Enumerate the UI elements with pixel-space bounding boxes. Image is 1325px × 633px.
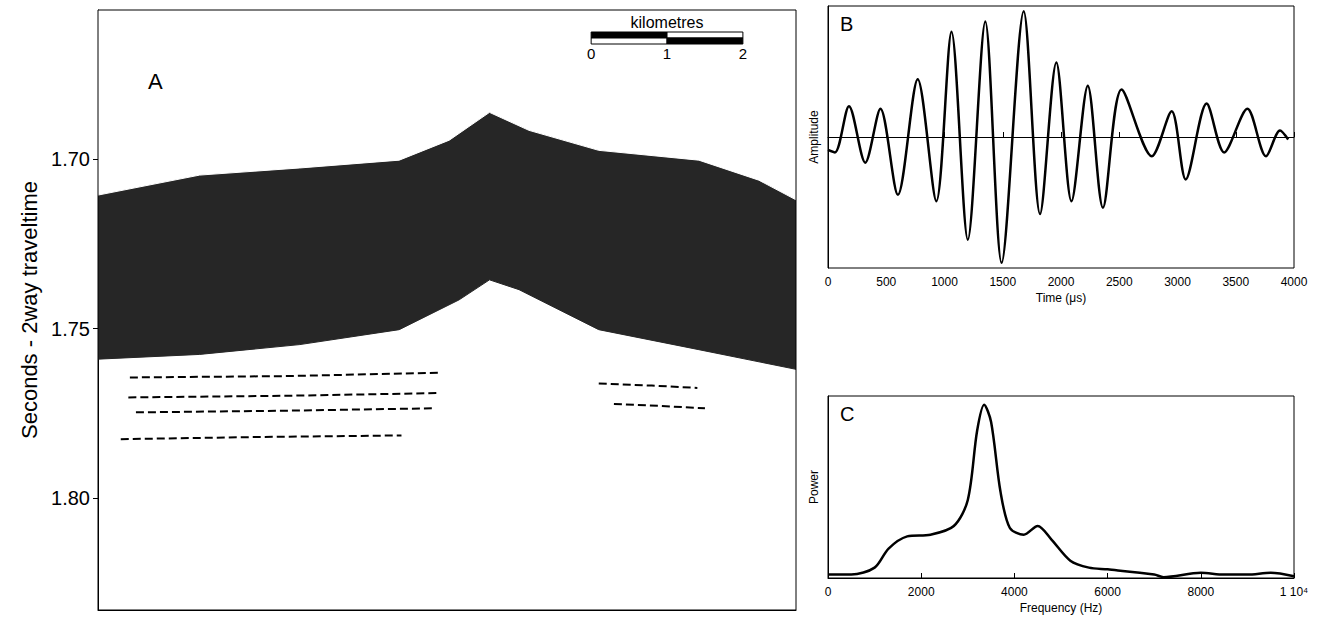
svg-text:2000: 2000 xyxy=(908,585,935,599)
svg-text:Power: Power xyxy=(807,470,821,504)
svg-text:0: 0 xyxy=(825,585,832,599)
svg-text:Seconds - 2way traveltime: Seconds - 2way traveltime xyxy=(17,181,42,439)
svg-text:4000: 4000 xyxy=(1281,275,1308,289)
svg-text:B: B xyxy=(840,13,853,35)
svg-text:8000: 8000 xyxy=(1187,585,1214,599)
svg-text:C: C xyxy=(840,403,854,425)
svg-text:Frequency (Hz): Frequency (Hz) xyxy=(1020,601,1103,615)
svg-text:500: 500 xyxy=(876,275,896,289)
svg-text:1 10⁴: 1 10⁴ xyxy=(1280,585,1309,599)
svg-text:4000: 4000 xyxy=(1001,585,1028,599)
svg-text:3500: 3500 xyxy=(1222,275,1249,289)
svg-text:Amplitude: Amplitude xyxy=(807,110,821,164)
svg-text:6000: 6000 xyxy=(1094,585,1121,599)
svg-text:2500: 2500 xyxy=(1106,275,1133,289)
svg-text:1.75: 1.75 xyxy=(51,318,90,340)
svg-text:0: 0 xyxy=(825,275,832,289)
svg-text:1.70: 1.70 xyxy=(51,148,90,170)
svg-text:A: A xyxy=(148,69,163,94)
svg-text:2: 2 xyxy=(739,45,747,62)
svg-text:1500: 1500 xyxy=(989,275,1016,289)
svg-text:1.80: 1.80 xyxy=(51,487,90,509)
svg-text:0: 0 xyxy=(587,45,595,62)
svg-text:3000: 3000 xyxy=(1164,275,1191,289)
svg-text:1000: 1000 xyxy=(931,275,958,289)
svg-text:Time (μs): Time (μs) xyxy=(1036,291,1086,305)
svg-text:2000: 2000 xyxy=(1048,275,1075,289)
svg-text:kilometres: kilometres xyxy=(631,14,704,31)
svg-text:1: 1 xyxy=(663,45,671,62)
